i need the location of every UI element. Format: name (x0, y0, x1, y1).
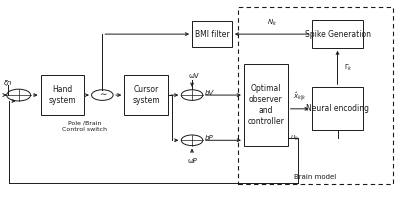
Text: BMI filter: BMI filter (195, 30, 229, 39)
Text: Cursor
system: Cursor system (132, 85, 160, 105)
Bar (312, 20, 364, 48)
Text: ωV: ωV (189, 73, 199, 79)
Bar (124, 75, 168, 115)
Text: $\Gamma_k$: $\Gamma_k$ (344, 62, 352, 73)
Bar (40, 75, 84, 115)
Text: bP: bP (205, 135, 214, 141)
Bar (192, 21, 232, 47)
Bar (238, 7, 393, 184)
Text: Brain model: Brain model (294, 174, 337, 180)
Text: $u_k$: $u_k$ (290, 134, 299, 143)
Text: ∼: ∼ (98, 89, 106, 99)
Bar (244, 64, 288, 146)
Text: Optimal
observer
and
controller: Optimal observer and controller (247, 84, 284, 126)
Text: ξn: ξn (3, 80, 11, 86)
Text: Pole /Brain
Control switch: Pole /Brain Control switch (62, 121, 107, 132)
Text: Spike Generation: Spike Generation (304, 30, 370, 39)
Text: Neural encoding: Neural encoding (306, 104, 369, 113)
Text: Hand
system: Hand system (49, 85, 76, 105)
Text: $N_k$: $N_k$ (267, 18, 277, 28)
Bar (312, 87, 364, 130)
Text: ωP: ωP (187, 158, 197, 164)
Text: $\hat{x}_{k|k}$: $\hat{x}_{k|k}$ (293, 91, 306, 104)
Text: bV: bV (205, 90, 214, 96)
